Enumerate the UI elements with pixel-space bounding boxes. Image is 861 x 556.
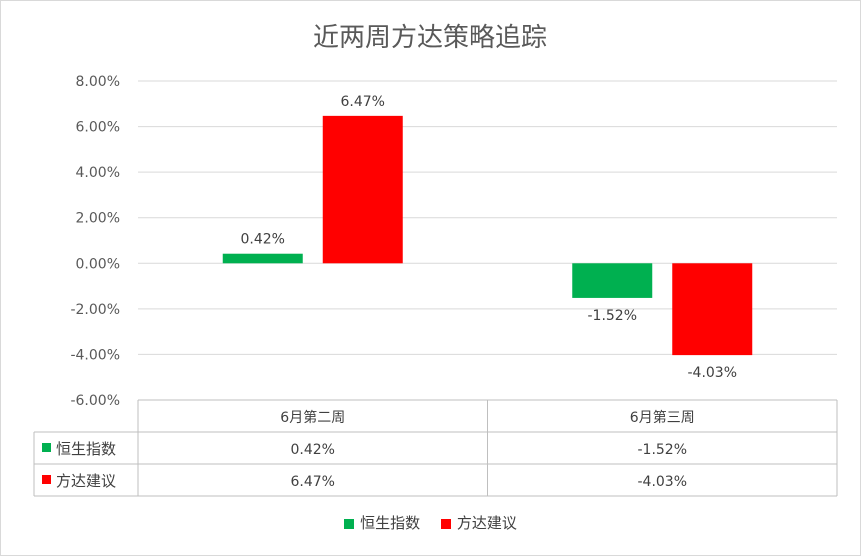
y-tick-label: 0.00% (76, 256, 120, 272)
table-value-cell: 6.47% (291, 474, 335, 490)
y-tick-label: 4.00% (76, 165, 120, 181)
y-tick-label: -2.00% (70, 302, 120, 318)
table-header-cell: 6月第三周 (630, 409, 695, 426)
legend-swatch-hang-seng (344, 518, 355, 529)
data-labels: 0.42% 6.47% -1.52% -4.03% (241, 94, 738, 381)
legend-swatch-fangda (440, 518, 451, 529)
y-axis-ticks: 8.00% 6.00% 4.00% 2.00% 0.00% -2.00% -4.00% -6.… (70, 74, 120, 409)
bar (572, 263, 653, 298)
data-label: 6.47% (341, 94, 385, 110)
chart-title: 近两周方达策略追踪 (313, 23, 547, 53)
y-tick-label: 6.00% (76, 120, 120, 136)
table-value-cell: -4.03% (637, 474, 687, 490)
table-value-cell: 0.42% (291, 442, 335, 458)
data-label: 0.42% (241, 232, 285, 248)
bar (672, 263, 753, 356)
y-tick-label: -4.00% (70, 347, 120, 363)
y-tick-label: 2.00% (76, 211, 120, 227)
data-label: -4.03% (687, 365, 737, 381)
table-header-cell: 6月第二周 (280, 409, 345, 426)
table-row-label: 恒生指数 (56, 440, 116, 458)
y-tick-label: 8.00% (76, 74, 120, 90)
table-legend-key (42, 443, 51, 452)
legend-item-fangda: 方达建议 (440, 512, 517, 533)
table-value-cell: -1.52% (637, 442, 687, 458)
table-legend-key (42, 475, 51, 484)
legend-item-hang-seng: 恒生指数 (344, 512, 420, 533)
legend-label-fangda: 方达建议 (456, 514, 517, 532)
bar (322, 115, 403, 264)
data-label: -1.52% (587, 308, 637, 324)
y-tick-label: -6.00% (70, 393, 120, 409)
bars (222, 115, 753, 356)
table-row-label: 方达建议 (56, 472, 116, 490)
bar (222, 253, 303, 264)
legend-label-hang-seng: 恒生指数 (360, 514, 421, 532)
legend: 恒生指数 方达建议 (0, 512, 861, 533)
